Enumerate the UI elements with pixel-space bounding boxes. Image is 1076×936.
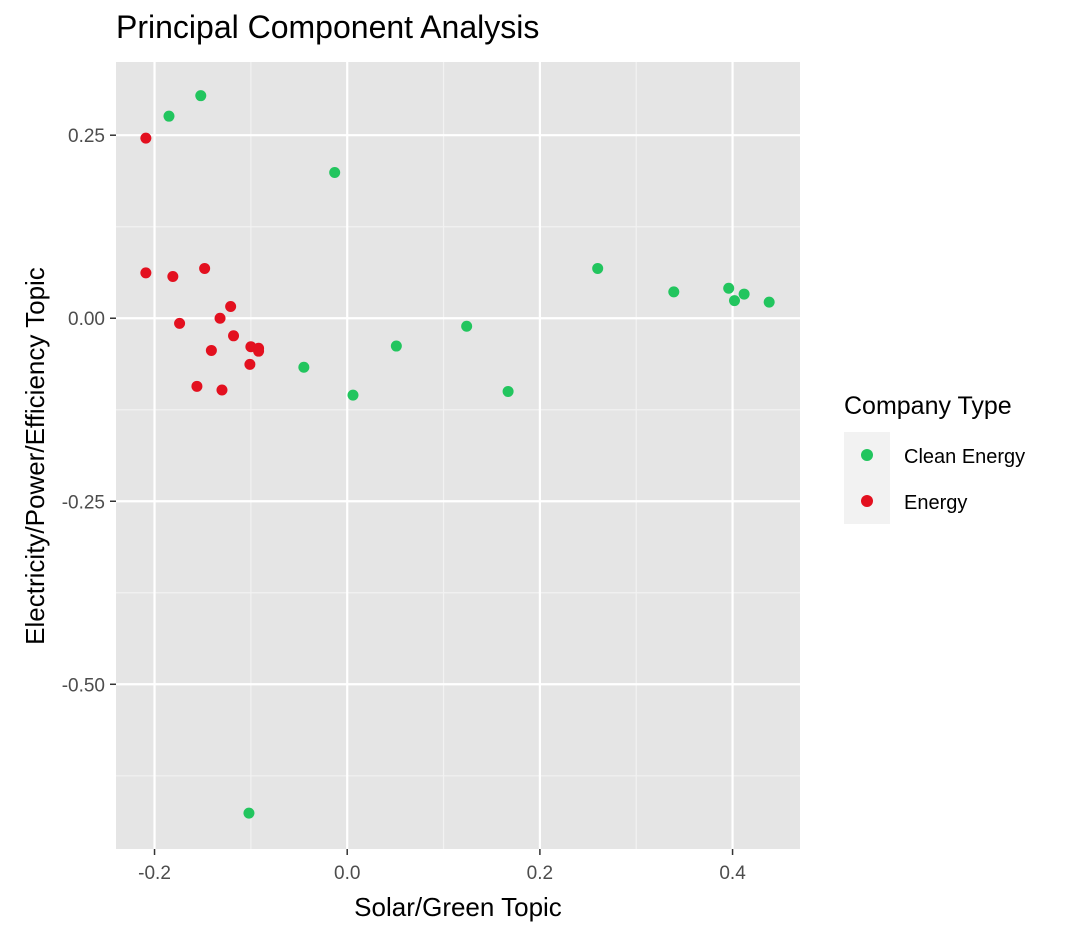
legend-label-energy: Energy — [904, 492, 967, 514]
data-point-clean-energy — [461, 320, 473, 332]
y-tick-label: 0.00 — [68, 309, 105, 330]
x-tick-label: 0.2 — [527, 863, 553, 884]
legend: Company Type Clean Energy Energy — [844, 392, 1025, 524]
data-point-energy — [216, 384, 228, 396]
legend-key-clean-energy — [861, 449, 873, 461]
data-point-energy — [225, 301, 237, 313]
grid-major — [116, 62, 800, 849]
legend-key-energy — [861, 495, 873, 507]
y-tick-label: -0.25 — [62, 492, 105, 513]
data-points — [140, 90, 775, 819]
data-point-clean-energy — [347, 389, 359, 401]
data-point-energy — [244, 358, 256, 370]
data-point-energy — [140, 267, 152, 279]
data-point-energy — [199, 262, 211, 274]
x-axis-title: Solar/Green Topic — [354, 892, 562, 922]
data-point-clean-energy — [298, 361, 310, 373]
legend-key-box — [844, 432, 890, 524]
data-point-clean-energy — [195, 90, 207, 102]
y-tick-label: -0.50 — [62, 675, 105, 696]
x-tick-label: 0.4 — [719, 863, 746, 884]
data-point-energy — [167, 271, 179, 283]
data-point-energy — [228, 330, 240, 342]
grid-minor — [116, 62, 800, 849]
x-axis-ticks: -0.2 0.0 0.2 0.4 — [138, 849, 746, 884]
legend-label-clean-energy: Clean Energy — [904, 446, 1025, 468]
plot-panel — [116, 62, 800, 849]
data-point-clean-energy — [390, 340, 402, 352]
x-tick-label: -0.2 — [138, 863, 171, 884]
data-point-energy — [253, 345, 265, 357]
chart-title: Principal Component Analysis — [116, 9, 539, 45]
data-point-clean-energy — [163, 110, 175, 122]
data-point-clean-energy — [763, 296, 775, 308]
data-point-clean-energy — [329, 167, 341, 179]
data-point-clean-energy — [243, 807, 255, 819]
data-point-clean-energy — [592, 262, 604, 274]
data-point-energy — [140, 132, 152, 144]
data-point-clean-energy — [668, 286, 680, 298]
data-point-energy — [214, 312, 226, 324]
data-point-energy — [191, 380, 203, 392]
y-axis-ticks: 0.25 0.00 -0.25 -0.50 — [62, 126, 116, 696]
data-point-clean-energy — [738, 288, 750, 300]
data-point-energy — [174, 317, 186, 329]
legend-title: Company Type — [844, 392, 1012, 420]
y-axis-title: Electricity/Power/Efficiency Topic — [20, 267, 50, 645]
data-point-clean-energy — [502, 385, 514, 397]
data-point-clean-energy — [728, 295, 740, 307]
y-tick-label: 0.25 — [68, 126, 105, 147]
x-tick-label: 0.0 — [334, 863, 360, 884]
data-point-clean-energy — [723, 282, 735, 294]
data-point-energy — [205, 344, 217, 356]
